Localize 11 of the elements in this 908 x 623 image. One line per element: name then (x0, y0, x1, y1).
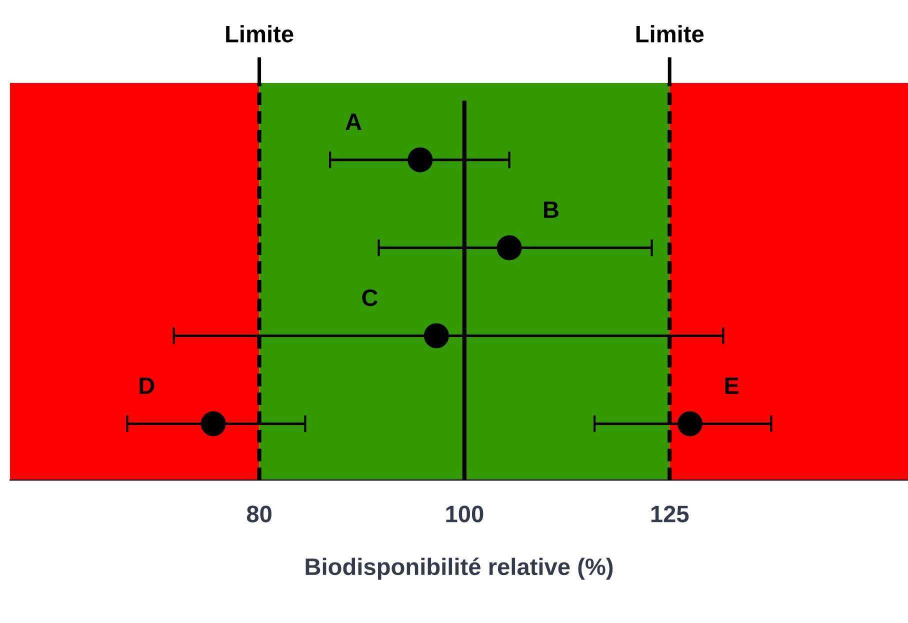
data-label: C (362, 289, 378, 306)
ref-line-label: Limite (226, 25, 294, 42)
data-label: E (725, 378, 739, 394)
x-axis-title: Biodisponibilité relative (%) (306, 558, 613, 580)
ref-line-label: Limite (636, 25, 704, 42)
data-label: B (544, 202, 558, 218)
data-label: A (346, 114, 362, 130)
x-tick-label: 100 (446, 506, 484, 522)
data-label: D (140, 378, 154, 394)
x-tick-label: 80 (246, 506, 272, 522)
x-tick-label: 125 (651, 506, 689, 522)
